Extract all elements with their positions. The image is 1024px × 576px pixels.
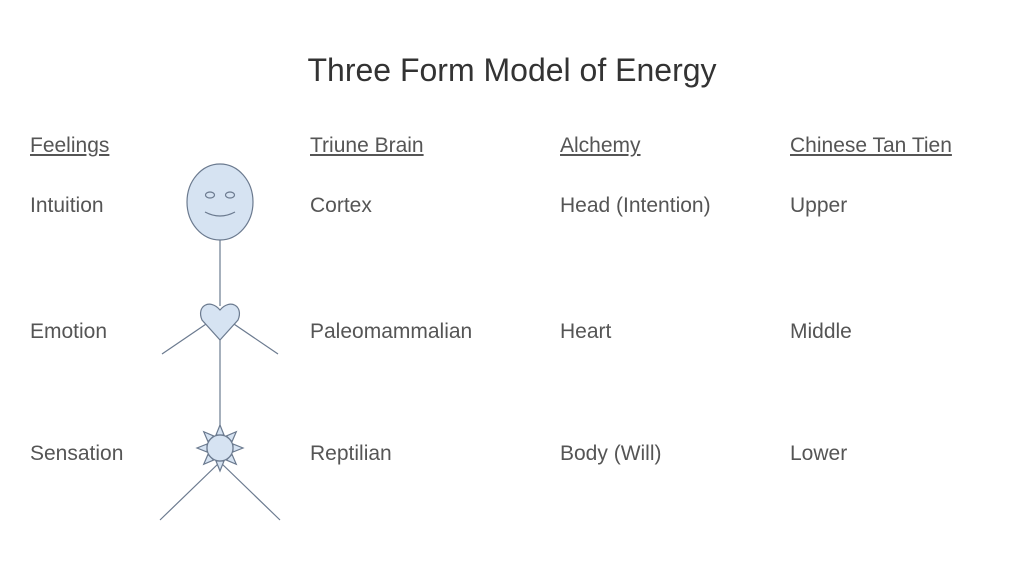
cell-tantien-1: Middle (790, 320, 852, 344)
cell-feelings-2: Sensation (30, 442, 123, 466)
cell-triune-1: Paleomammalian (310, 320, 472, 344)
diagram-root: Three Form Model of Energy Feelings Triu… (0, 0, 1024, 576)
page-title: Three Form Model of Energy (0, 52, 1024, 89)
col-header-feelings: Feelings (30, 134, 109, 158)
cell-tantien-0: Upper (790, 194, 847, 218)
cell-tantien-2: Lower (790, 442, 847, 466)
col-header-alchemy: Alchemy (560, 134, 641, 158)
cell-triune-2: Reptilian (310, 442, 392, 466)
cell-alchemy-1: Heart (560, 320, 611, 344)
col-header-tantien: Chinese Tan Tien (790, 134, 952, 158)
cell-feelings-0: Intuition (30, 194, 104, 218)
cell-triune-0: Cortex (310, 194, 372, 218)
cell-feelings-1: Emotion (30, 320, 107, 344)
cell-alchemy-0: Head (Intention) (560, 194, 711, 218)
cell-alchemy-2: Body (Will) (560, 442, 662, 466)
col-header-triune: Triune Brain (310, 134, 424, 158)
stick-figure (150, 162, 290, 522)
